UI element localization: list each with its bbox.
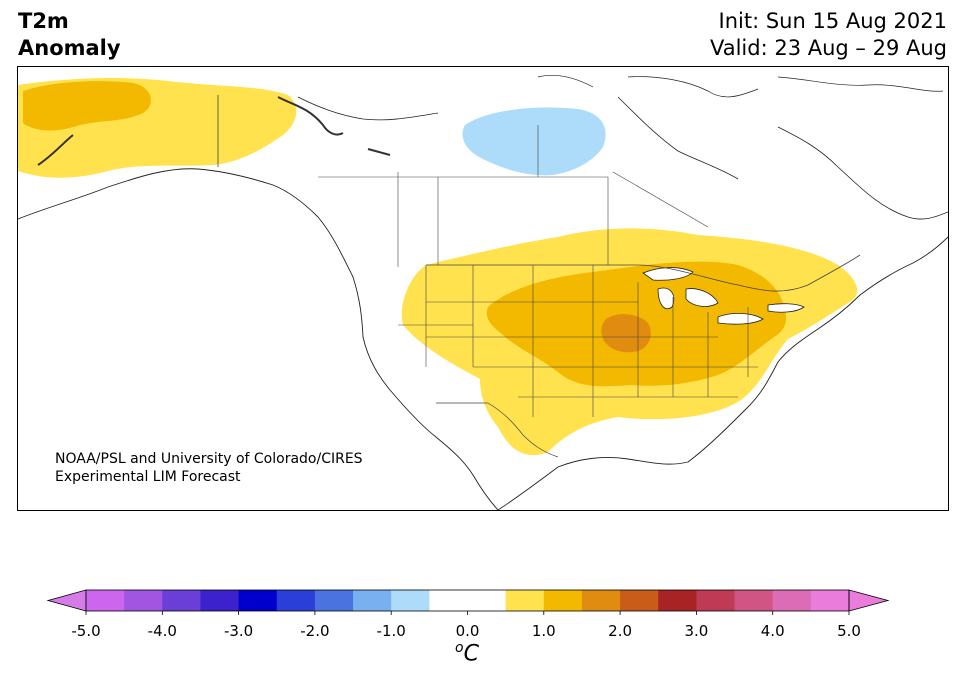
colorbar-segment xyxy=(620,590,659,611)
state-borders xyxy=(318,125,758,417)
units-degree: o xyxy=(455,640,464,656)
credit-line-2: Experimental LIM Forecast xyxy=(55,469,241,485)
colorbar-tick-label: 3.0 xyxy=(684,622,709,640)
colorbar-segment xyxy=(314,590,354,611)
colorbar-segment xyxy=(734,590,774,611)
coastline-north xyxy=(297,96,948,220)
map-panel xyxy=(17,66,949,511)
colorbar-units: oC xyxy=(455,640,479,666)
colorbar-tick-label: -4.0 xyxy=(147,622,177,640)
colorbar-segment xyxy=(162,590,201,611)
colorbar-tick-label: 2.0 xyxy=(608,622,633,640)
colorbar-segment xyxy=(86,590,125,611)
colorbar-segment xyxy=(581,590,621,611)
coastline xyxy=(18,168,948,510)
colorbar-graphic xyxy=(46,589,890,615)
border-canada-us xyxy=(217,95,861,292)
border-us-mexico xyxy=(436,402,559,458)
forecast-dates: Init: Sun 15 Aug 2021 Valid: 23 Aug – 29… xyxy=(710,8,947,62)
colorbar-tick-label: -5.0 xyxy=(71,622,101,640)
colorbar-segment xyxy=(696,590,736,611)
colorbar-segment xyxy=(276,590,316,611)
colorbar-segment xyxy=(429,590,468,611)
init-date: Init: Sun 15 Aug 2021 xyxy=(718,9,947,33)
colorbar-tick-label: -2.0 xyxy=(300,622,330,640)
credit-line-1: NOAA/PSL and University of Colorado/CIRE… xyxy=(55,451,363,467)
colorbar-segment xyxy=(543,590,583,611)
credit-text: NOAA/PSL and University of Colorado/CIRE… xyxy=(55,450,363,486)
warm-anomaly-alaska-core xyxy=(23,81,151,131)
alaska-rivers xyxy=(37,96,391,166)
colorbar-segment xyxy=(658,590,697,611)
colorbar-tick-label: -3.0 xyxy=(223,622,254,640)
warm-anomaly-core xyxy=(601,314,651,353)
colorbar-tick-label: -1.0 xyxy=(376,622,406,640)
colorbar: -5.0 -4.0 -3.0 -2.0 -1.0 0.0 1.0 2.0 3.0 4.0 5.0 o… xyxy=(0,580,959,680)
colorbar-tick-label: 4.0 xyxy=(760,622,785,640)
colorbar-segment xyxy=(467,590,507,611)
colorbar-under-arrow xyxy=(46,589,87,612)
colorbar-segment xyxy=(124,590,163,611)
colorbar-segment xyxy=(200,590,240,611)
colorbar-tick-label: 5.0 xyxy=(837,622,861,640)
title-line-1: T2m xyxy=(18,9,69,33)
cold-anomaly-region xyxy=(462,107,606,176)
colorbar-segment xyxy=(353,590,392,611)
colorbar-segment xyxy=(810,590,850,611)
title-line-2: Anomaly xyxy=(18,36,121,60)
map-title: T2m Anomaly xyxy=(18,8,121,62)
colorbar-segment xyxy=(505,590,545,611)
colorbar-segment xyxy=(391,590,430,611)
colorbar-over-arrow xyxy=(848,589,890,612)
colorbar-segment xyxy=(772,590,812,611)
great-lakes xyxy=(642,267,805,325)
colorbar-tick-label: 1.0 xyxy=(531,622,556,640)
arctic-islands xyxy=(537,74,944,98)
units-letter: C xyxy=(463,641,479,667)
colorbar-tick-label: 0.0 xyxy=(455,622,480,640)
anomaly-map xyxy=(18,74,948,510)
valid-range: Valid: 23 Aug – 29 Aug xyxy=(709,36,947,60)
colorbar-segment xyxy=(238,590,278,611)
